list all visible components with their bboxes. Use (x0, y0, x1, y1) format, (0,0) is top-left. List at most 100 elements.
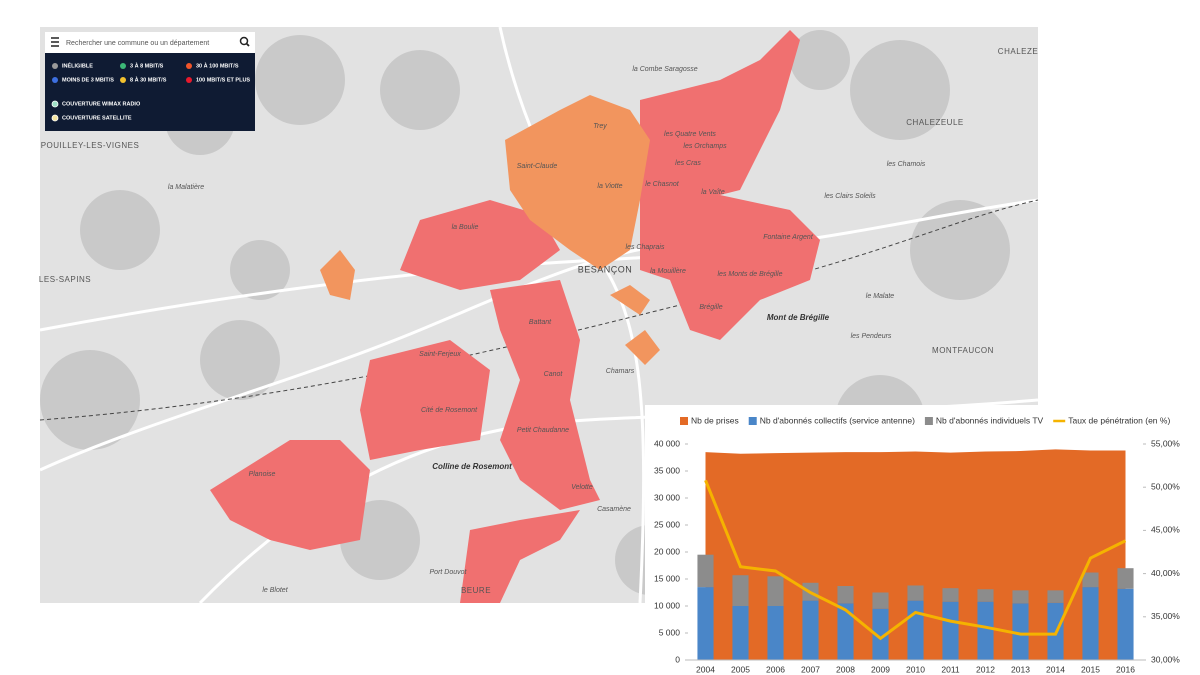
legend-label: INÉLIGIBLE (62, 61, 93, 69)
bar (942, 588, 959, 602)
district-label: les Cras (675, 160, 701, 167)
bar (802, 600, 819, 660)
bar (837, 603, 854, 660)
y-tick-label: 0 (675, 654, 680, 664)
y2-tick-label: 50,00% (1151, 481, 1180, 491)
y-tick-label: 40 000 (654, 438, 680, 448)
search-icon[interactable] (239, 36, 250, 47)
bar (872, 608, 889, 660)
y2-tick-label: 45,00% (1151, 525, 1180, 535)
district-label: Cité de Rosemont (421, 407, 478, 414)
x-tick-label: 2011 (941, 664, 960, 674)
district-label: la Mouillère (650, 268, 686, 275)
x-tick-label: 2012 (976, 664, 995, 674)
y2-tick-label: 40,00% (1151, 568, 1180, 578)
bar (767, 576, 784, 606)
bar (1117, 588, 1134, 660)
bar (907, 600, 924, 660)
legend-label: 8 À 30 MBIT/S (130, 76, 167, 83)
x-tick-label: 2006 (766, 664, 785, 674)
place-label: Mont de Brégille (767, 313, 830, 322)
district-label: Fontaine Argent (763, 234, 814, 241)
legend-swatch (51, 114, 59, 122)
district-label: les Orchamps (683, 143, 727, 150)
y-tick-label: 25 000 (654, 519, 680, 529)
district-label: la Combe Saragosse (632, 66, 697, 73)
legend-label: Nb d'abonnés collectifs (service antenne… (760, 415, 915, 425)
bar (1047, 590, 1064, 603)
district-label: Velotte (571, 484, 593, 491)
district-label: Brégille (699, 304, 722, 311)
bar (732, 606, 749, 660)
bar (1117, 568, 1134, 589)
district-label: le Blotet (262, 587, 288, 594)
y-tick-label: 30 000 (654, 492, 680, 502)
railway (39, 199, 1039, 421)
district-label: Battant (529, 319, 552, 326)
district-label: Trey (593, 123, 607, 130)
bar (767, 606, 784, 660)
district-label: la Malatière (168, 184, 204, 191)
legend-swatch (186, 63, 192, 69)
legend-swatch (52, 63, 58, 69)
bar (1012, 603, 1029, 660)
x-tick-label: 2007 (801, 664, 820, 674)
bar (907, 585, 924, 601)
search-box[interactable] (45, 32, 255, 53)
x-tick-label: 2004 (696, 664, 715, 674)
town-label: BEURE (461, 586, 491, 595)
place-label: Colline de Rosemont (432, 462, 512, 471)
bar (942, 601, 959, 660)
town-label: CHALEZEULE (906, 118, 963, 127)
menu-icon[interactable] (51, 37, 59, 47)
district-label: les Quatre Vents (664, 131, 716, 138)
x-tick-label: 2009 (871, 664, 890, 674)
legend-label: Nb de prises (691, 415, 739, 425)
legend-swatch (186, 77, 192, 83)
search-placeholder: Rechercher une commune ou un département (66, 40, 209, 47)
legend-label: 100 MBIT/S ET PLUS (196, 77, 250, 83)
legend-label: Nb d'abonnés individuels TV (936, 415, 1044, 425)
district-label: la Vaîte (701, 189, 725, 196)
legend-swatch (51, 100, 59, 108)
district-label: Planoise (249, 471, 276, 478)
y-tick-label: 5 000 (659, 627, 681, 637)
y-tick-label: 10 000 (654, 600, 680, 610)
x-tick-label: 2008 (836, 664, 855, 674)
bar (1012, 590, 1029, 604)
district-label: Casamène (597, 506, 631, 513)
bar (697, 554, 714, 588)
district-label: les Chamois (887, 161, 926, 168)
legend-swatch (748, 417, 757, 425)
city-label: BESANÇON (578, 264, 633, 274)
map-labels: BESANÇON Mont de Brégille Colline de Ros… (39, 47, 1038, 595)
x-tick-label: 2010 (906, 664, 925, 674)
legend-label: 3 À 8 MBIT/S (130, 62, 164, 69)
district-label: le Chasnot (645, 181, 680, 188)
bar (872, 592, 889, 609)
district-label: Canot (544, 371, 564, 378)
district-label: Saint-Claude (517, 163, 558, 170)
y2-tick-label: 35,00% (1151, 611, 1180, 621)
district-label: la Boulie (452, 224, 479, 231)
bar (732, 575, 749, 606)
town-label: CHALEZE (998, 47, 1038, 56)
search-panel: Rechercher une commune ou un département… (45, 32, 255, 131)
bar (697, 587, 714, 660)
x-tick-label: 2005 (731, 664, 750, 674)
town-label: POUILLEY-LES-VIGNES (41, 141, 140, 150)
line (704, 479, 1127, 641)
y-tick-label: 20 000 (654, 546, 680, 556)
x-tick-label: 2014 (1046, 664, 1065, 674)
y2-tick-label: 30,00% (1151, 654, 1180, 664)
legend-label: Taux de pénétration (en %) (1068, 415, 1170, 425)
x-tick-label: 2016 (1116, 664, 1135, 674)
district-label: Petit Chaudanne (517, 427, 569, 434)
y-tick-label: 15 000 (654, 573, 680, 583)
bar (1082, 572, 1099, 588)
district-label: les Pendeurs (851, 333, 892, 340)
legend-label: COUVERTURE SATELLITE (62, 115, 132, 121)
district-label: les Monts de Brégille (718, 271, 783, 278)
legend-swatch (924, 417, 933, 425)
